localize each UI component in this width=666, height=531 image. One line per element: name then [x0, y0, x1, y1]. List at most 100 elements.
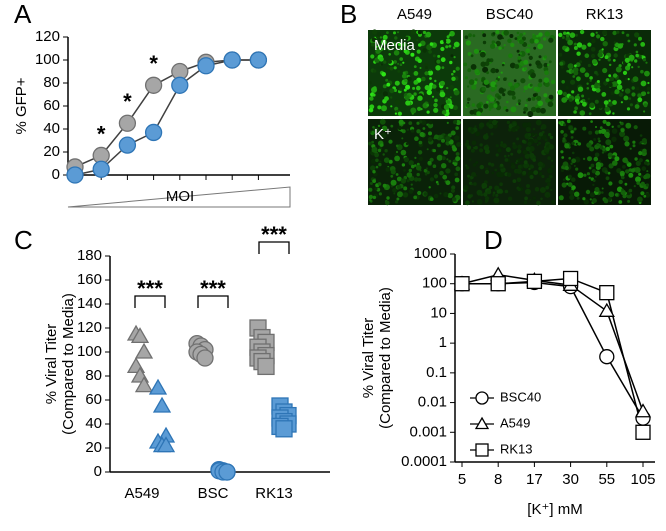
cell-texture — [588, 176, 591, 179]
cell-texture — [573, 46, 578, 50]
cell-texture — [450, 130, 456, 136]
cell-texture — [389, 66, 394, 71]
cell-texture — [547, 182, 551, 187]
cell-texture — [490, 163, 495, 167]
cell-texture — [428, 131, 432, 136]
cell-texture — [426, 89, 432, 96]
cell-texture — [523, 32, 526, 35]
cell-texture — [497, 95, 502, 100]
cell-texture — [401, 163, 406, 167]
cell-texture — [390, 169, 396, 175]
cell-texture — [536, 200, 541, 206]
y-tick-label: 20 — [85, 439, 102, 456]
x-tick-label: 105 — [630, 471, 655, 488]
cell-texture — [416, 39, 419, 42]
cell-texture — [464, 35, 469, 39]
cell-texture — [471, 84, 477, 90]
cell-texture — [426, 44, 432, 51]
legend-label: A549 — [500, 415, 530, 430]
cell-texture — [470, 64, 477, 70]
cell-texture — [532, 196, 537, 200]
cell-texture — [433, 102, 438, 108]
cell-texture — [570, 79, 576, 85]
marker — [598, 302, 615, 317]
cell-texture — [389, 88, 395, 94]
cell-texture — [368, 194, 373, 199]
cell-texture — [384, 149, 388, 153]
x-tick-label: 30 — [562, 471, 579, 488]
cell-texture — [389, 47, 392, 49]
cell-texture — [621, 31, 625, 35]
cell-texture — [501, 37, 504, 40]
cell-texture — [609, 144, 614, 149]
cell-texture — [576, 51, 581, 56]
cell-texture — [470, 148, 475, 153]
cell-texture — [465, 164, 468, 167]
cell-texture — [587, 42, 592, 47]
cell-texture — [646, 170, 649, 173]
cell-texture — [565, 34, 570, 38]
panel-letter: D — [484, 225, 503, 255]
cell-texture — [582, 157, 586, 161]
significance: *** — [137, 276, 163, 301]
cell-texture — [479, 143, 483, 147]
cell-texture — [524, 188, 531, 195]
cell-texture — [371, 86, 377, 93]
cell-texture — [427, 70, 434, 76]
cell-texture — [383, 47, 386, 51]
cell-texture — [574, 64, 577, 68]
cell-texture — [403, 49, 408, 53]
cell-texture — [614, 193, 619, 197]
cell-texture — [589, 198, 592, 201]
cell-texture — [633, 125, 638, 130]
cell-texture — [378, 162, 382, 167]
cell-texture — [448, 44, 452, 48]
cell-texture — [417, 58, 422, 63]
y-tick-label: 60 — [85, 391, 102, 408]
cell-texture — [541, 174, 545, 179]
cell-texture — [449, 84, 455, 90]
cell-texture — [410, 129, 415, 133]
cell-texture — [465, 76, 468, 80]
cell-texture — [394, 153, 397, 157]
cell-texture — [517, 187, 521, 192]
cell-texture — [468, 158, 472, 161]
cell-texture — [418, 156, 423, 161]
cell-texture — [416, 121, 420, 125]
y-tick-label: 1000 — [414, 245, 447, 262]
cell-texture — [572, 75, 576, 78]
cell-texture — [463, 62, 468, 67]
cell-texture — [641, 112, 645, 116]
marker — [475, 391, 489, 405]
cell-texture — [486, 58, 491, 63]
cell-texture — [641, 138, 648, 144]
cell-texture — [515, 160, 519, 163]
cell-texture — [400, 149, 407, 156]
cell-texture — [612, 160, 618, 166]
cell-texture — [482, 66, 489, 73]
cell-texture — [573, 70, 579, 76]
cell-texture — [498, 46, 502, 50]
significance: * — [123, 89, 132, 114]
cell-texture — [567, 174, 572, 179]
cell-texture — [404, 95, 410, 101]
cell-texture — [567, 63, 574, 70]
cell-texture — [368, 141, 372, 146]
cell-texture — [538, 132, 544, 137]
cell-texture — [525, 48, 531, 54]
cell-texture — [517, 56, 521, 60]
cell-texture — [490, 81, 497, 88]
cell-texture — [586, 87, 590, 90]
cell-texture — [455, 156, 461, 162]
cell-texture — [640, 42, 646, 47]
cell-texture — [429, 157, 434, 162]
cell-texture — [601, 187, 604, 190]
cell-texture — [397, 111, 402, 116]
cell-texture — [521, 139, 526, 144]
cell-texture — [599, 126, 603, 130]
cell-texture — [641, 166, 647, 171]
cell-texture — [571, 141, 575, 145]
series-line — [462, 277, 644, 433]
cell-texture — [608, 163, 614, 169]
cell-texture — [537, 100, 543, 107]
